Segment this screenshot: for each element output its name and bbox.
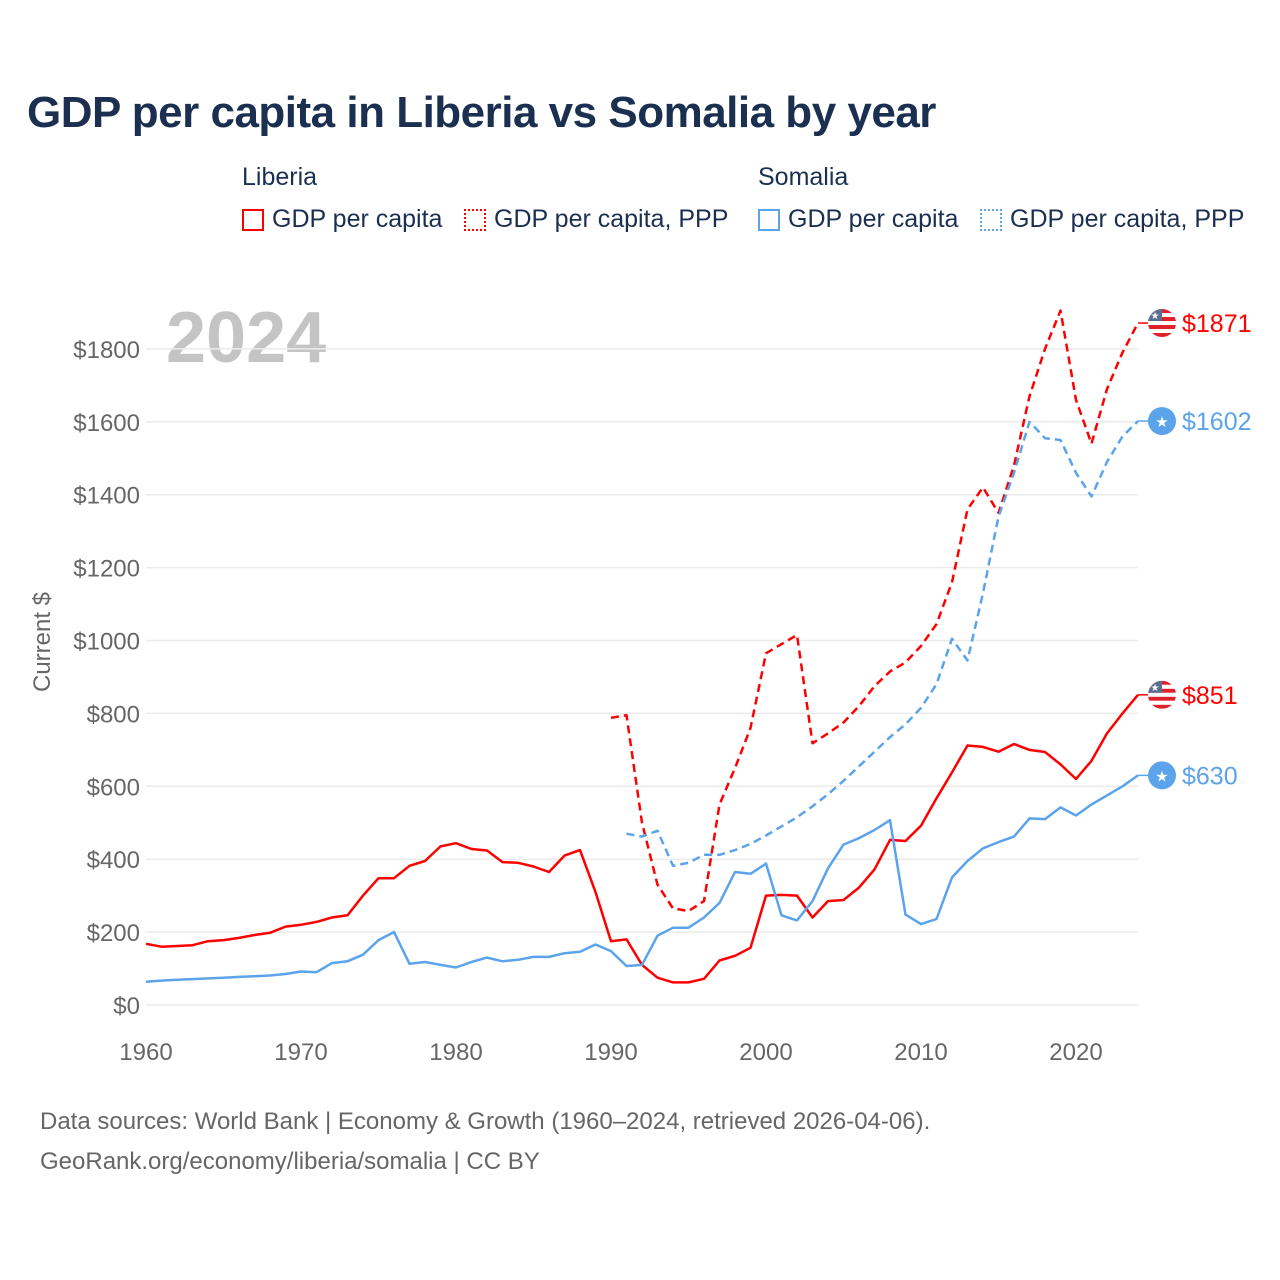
svg-text:★: ★ — [1151, 311, 1160, 322]
footer-credit[interactable]: GeoRank.org/economy/liberia/somalia | CC… — [40, 1148, 540, 1175]
legend-swatch-dotted-red — [464, 208, 486, 231]
end-value-label: $1871 — [1182, 310, 1252, 338]
y-axis-label: Current $ — [29, 592, 56, 692]
y-tick-label: $1800 — [73, 337, 140, 364]
legend-label: GDP per capita, PPP — [494, 205, 729, 233]
x-tick-label: 1970 — [274, 1039, 327, 1066]
x-tick-label: 2000 — [739, 1039, 792, 1066]
legend-label: GDP per capita — [788, 205, 959, 233]
legend-swatch-solid-blue — [758, 208, 780, 231]
svg-text:★: ★ — [1151, 683, 1160, 694]
x-tick-label: 1960 — [119, 1039, 172, 1066]
liberia-flag-icon: ★ — [1148, 309, 1176, 338]
y-tick-label: $1200 — [73, 556, 140, 583]
end-value-label: $851 — [1182, 682, 1238, 710]
y-tick-label: $600 — [87, 774, 140, 801]
footer-sources: Data sources: World Bank | Economy & Gro… — [40, 1108, 931, 1135]
legend-group-liberia: Liberia — [242, 163, 318, 191]
somalia-flag-icon — [1148, 761, 1176, 790]
legend-label: GDP per capita, PPP — [1010, 205, 1245, 233]
series-line-somalia-ppp — [626, 420, 1139, 868]
legend-somalia-gdp[interactable]: GDP per capita — [758, 205, 958, 234]
series-line-liberia-gdp — [145, 693, 1139, 984]
y-tick-label: $0 — [113, 993, 140, 1020]
legend-label: GDP per capita — [272, 205, 443, 233]
legend-liberia-gdp-ppp[interactable]: GDP per capita, PPP — [464, 205, 728, 234]
legend-liberia-gdp[interactable]: GDP per capita — [242, 205, 442, 234]
legend-group-somalia: Somalia — [758, 163, 849, 191]
liberia-flag-icon: ★ — [1148, 680, 1176, 709]
star-icon: ★ — [1155, 414, 1168, 431]
x-tick-label: 1990 — [584, 1039, 637, 1066]
end-value-label: $630 — [1182, 762, 1238, 790]
x-tick-label: 1980 — [429, 1039, 482, 1066]
legend-somalia-gdp-ppp[interactable]: GDP per capita, PPP — [980, 205, 1244, 234]
x-tick-label: 2020 — [1049, 1039, 1102, 1066]
y-tick-label: $200 — [87, 920, 140, 947]
star-icon: ★ — [1155, 768, 1168, 785]
series-line-somalia-gdp — [145, 774, 1139, 983]
y-tick-label: $400 — [87, 847, 140, 874]
year-watermark: 2024 — [166, 298, 326, 378]
somalia-flag-icon — [1148, 407, 1176, 436]
y-tick-label: $800 — [87, 701, 140, 728]
y-tick-label: $1000 — [73, 629, 140, 656]
legend-swatch-dotted-blue — [980, 208, 1002, 231]
end-value-label: $1602 — [1182, 408, 1252, 436]
chart-title: GDP per capita in Liberia vs Somalia by … — [27, 88, 936, 137]
y-tick-label: $1600 — [73, 410, 140, 437]
legend-swatch-solid-red — [242, 208, 264, 231]
x-tick-label: 2010 — [894, 1039, 947, 1066]
series-line-liberia-ppp — [610, 309, 1140, 913]
y-tick-label: $1400 — [73, 483, 140, 510]
